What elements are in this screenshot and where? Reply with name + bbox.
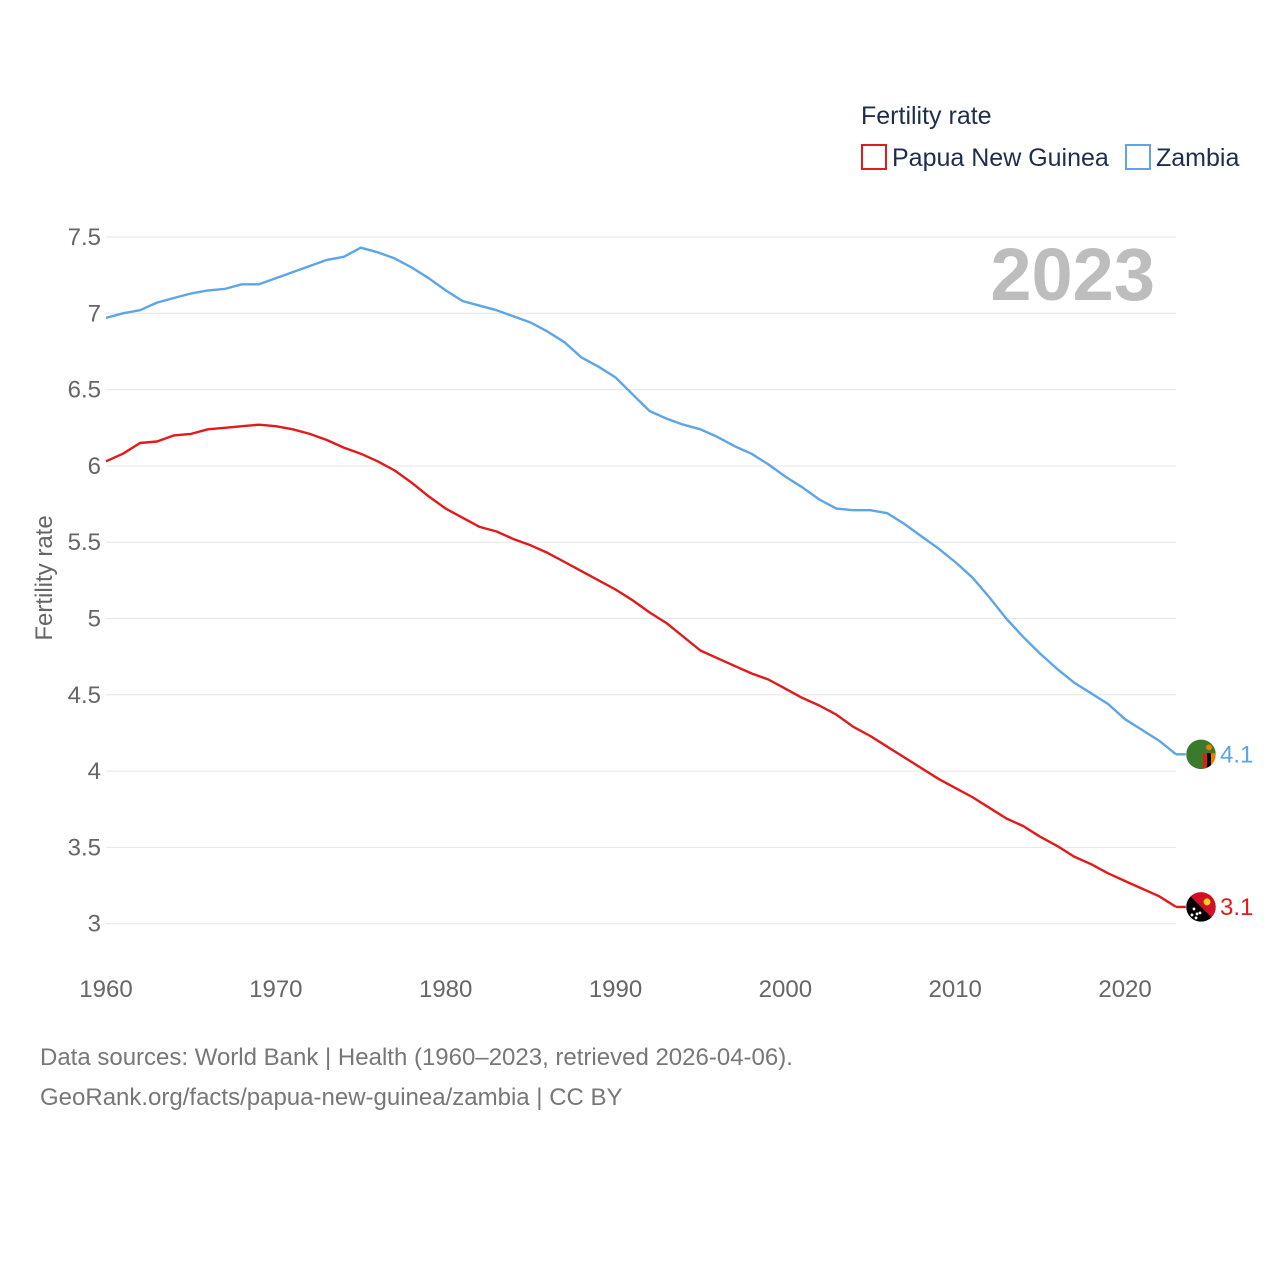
legend-title: Fertility rate <box>861 102 992 130</box>
y-tick-label: 6.5 <box>68 377 101 404</box>
y-tick-label: 4.5 <box>68 682 101 709</box>
zambia-flag-icon <box>1185 739 1217 770</box>
y-tick-label: 7.5 <box>68 224 101 251</box>
y-tick-label: 5 <box>88 606 101 633</box>
y-axis-title: Fertility rate <box>31 515 58 640</box>
x-tick-label: 1990 <box>589 976 642 1003</box>
y-tick-label: 5.5 <box>68 529 101 556</box>
current-year-label: 2023 <box>990 233 1155 316</box>
grid-layer <box>106 236 1176 925</box>
x-tick-label: 2000 <box>759 976 812 1003</box>
x-tick-label: 1970 <box>249 976 302 1003</box>
y-tick-label: 6 <box>88 453 101 480</box>
x-tick-label: 2010 <box>929 976 982 1003</box>
papua-new-guinea-flag-icon <box>1185 891 1217 923</box>
legend-label: Papua New Guinea <box>892 144 1109 172</box>
x-tick-label: 1960 <box>79 976 132 1003</box>
legend-swatch <box>861 144 887 170</box>
y-tick-label: 4 <box>88 758 101 785</box>
x-tick-label: 1980 <box>419 976 472 1003</box>
series-line-papua-new-guinea <box>105 423 1177 908</box>
x-tick-label: 2020 <box>1098 976 1151 1003</box>
data-source-text: Data sources: World Bank | Health (1960–… <box>40 1044 793 1071</box>
y-tick-labels: 3 3.5 4 4.5 5 5.5 6 6.5 7 7.5 <box>68 224 101 938</box>
legend-item-papua-new-guinea[interactable]: Papua New Guinea <box>861 144 1109 172</box>
end-value-label-papua-new-guinea: 3.1 <box>1220 894 1253 921</box>
end-value-label-zambia: 4.1 <box>1220 741 1253 768</box>
series-line-zambia <box>105 246 1177 756</box>
series-layer <box>105 246 1177 908</box>
x-tick-labels: 1960 1970 1980 1990 2000 2010 2020 <box>79 976 1151 1003</box>
legend-item-zambia[interactable]: Zambia <box>1125 144 1239 172</box>
source-link-text[interactable]: GeoRank.org/facts/papua-new-guinea/zambi… <box>40 1084 623 1111</box>
end-markers: 3.1 4.1 <box>1176 739 1253 923</box>
y-tick-label: 3 <box>88 911 101 938</box>
legend-swatch <box>1125 144 1151 170</box>
y-tick-label: 3.5 <box>68 834 101 861</box>
legend-label: Zambia <box>1156 144 1239 172</box>
y-tick-label: 7 <box>88 300 101 327</box>
legend: Fertility rate Papua New Guinea Zambia <box>861 102 1239 172</box>
